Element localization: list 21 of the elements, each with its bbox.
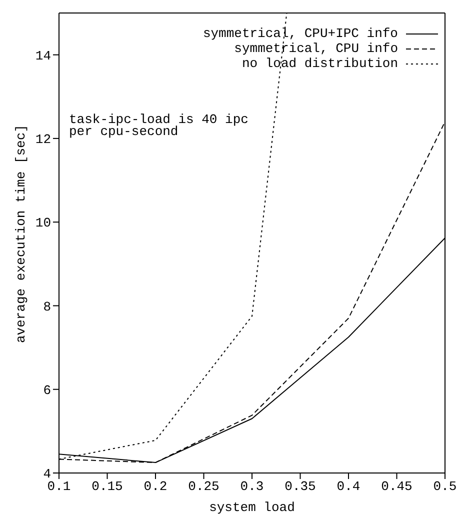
x-tick-label: 0.3 bbox=[240, 479, 264, 494]
x-tick-label: 0.4 bbox=[336, 479, 360, 494]
y-tick-label: 6 bbox=[43, 382, 51, 398]
y-tick-label: 10 bbox=[35, 216, 51, 231]
y-axis-title: average execution time [sec] bbox=[14, 124, 29, 343]
x-tick-label: 0.35 bbox=[284, 479, 316, 494]
x-tick-label: 0.1 bbox=[47, 479, 71, 494]
x-tick-label: 0.15 bbox=[92, 479, 123, 494]
x-tick-label: 0.5 bbox=[433, 479, 457, 494]
y-tick-label: 4 bbox=[43, 466, 52, 482]
y-tick-label: 14 bbox=[35, 48, 52, 64]
legend-label: symmetrical, CPU info bbox=[234, 41, 398, 56]
legend-label: symmetrical, CPU+IPC info bbox=[202, 26, 398, 41]
x-tick-label: 0.2 bbox=[144, 479, 168, 494]
annotation: task-ipc-load is 40 ipc per cpu-second bbox=[69, 112, 248, 139]
legend-label: no load distribution bbox=[242, 56, 398, 71]
y-tick-label: 8 bbox=[43, 299, 51, 314]
y-tick-label: 12 bbox=[35, 132, 51, 148]
x-tick-label: 0.45 bbox=[381, 479, 412, 494]
x-axis-title: system load bbox=[209, 500, 295, 515]
x-tick-label: 0.25 bbox=[188, 479, 220, 494]
